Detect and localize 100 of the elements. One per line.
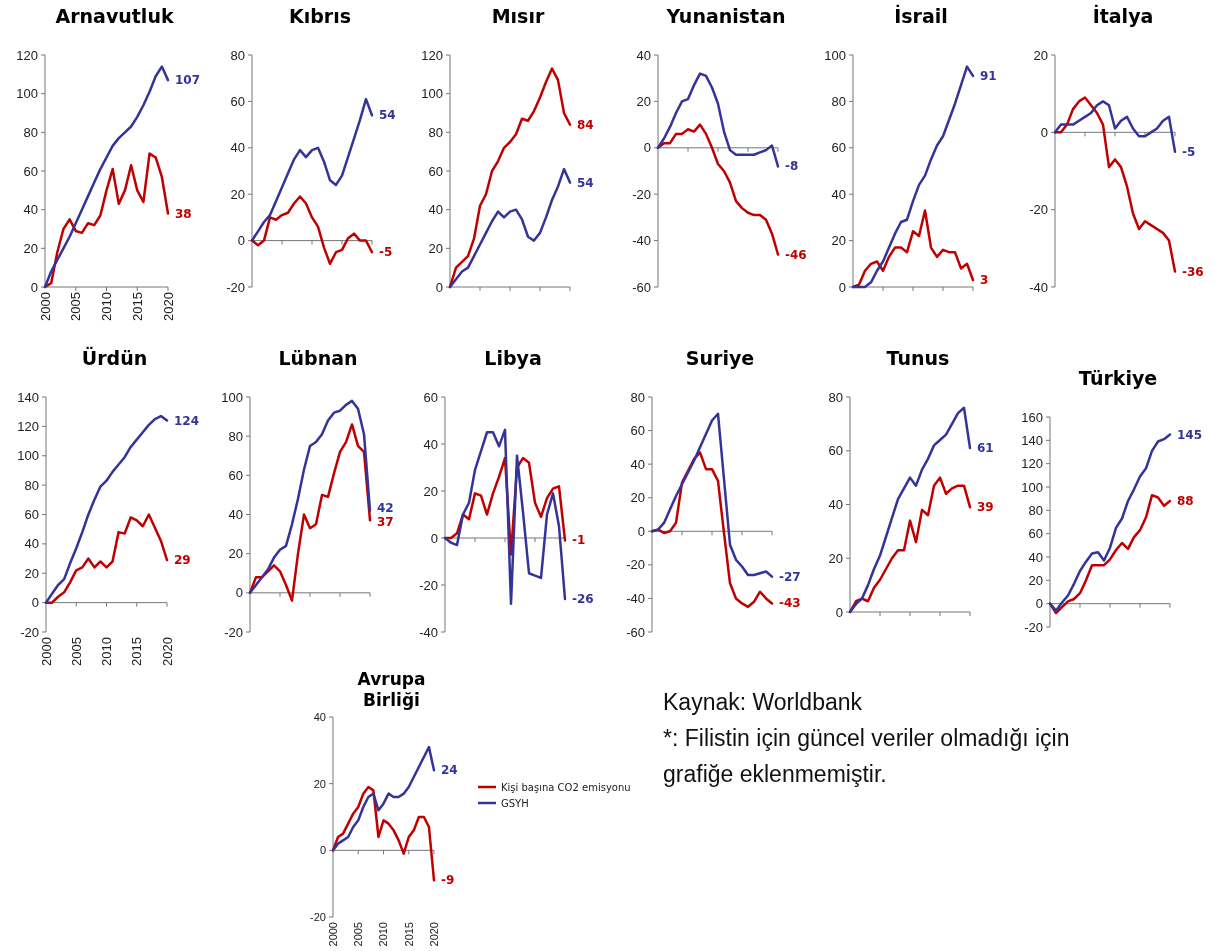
y-tick-label: 120 bbox=[17, 418, 39, 434]
y-tick-label: 60 bbox=[1028, 526, 1043, 542]
line-series bbox=[1048, 433, 1172, 612]
y-tick-label: 60 bbox=[230, 93, 245, 109]
line-series bbox=[331, 745, 436, 852]
x-tick-label: 2015 bbox=[402, 922, 415, 947]
y-tick-label: 20 bbox=[428, 240, 443, 256]
chart-title: Mısır bbox=[491, 5, 545, 27]
y-tick-label: 80 bbox=[831, 93, 846, 109]
y-tick-label: 20 bbox=[423, 483, 438, 499]
y-tick-label: 100 bbox=[17, 448, 39, 464]
y-tick-label: -40 bbox=[419, 624, 438, 640]
y-tick-label: 100 bbox=[421, 86, 443, 102]
y-tick-label: 20 bbox=[1028, 572, 1043, 588]
data-label: 3 bbox=[980, 273, 989, 288]
chart-title: Kıbrıs bbox=[288, 5, 352, 27]
y-tick-label: 100 bbox=[16, 86, 38, 102]
data-label: -5 bbox=[379, 245, 393, 260]
data-label: -43 bbox=[779, 596, 801, 611]
y-tick-label: -20 bbox=[419, 577, 438, 593]
y-tick-label: 0 bbox=[430, 530, 438, 546]
y-tick-label: 0 bbox=[237, 233, 245, 249]
data-label: -1 bbox=[572, 533, 586, 548]
y-tick-label: 120 bbox=[1021, 456, 1043, 472]
data-label: 91 bbox=[980, 68, 997, 83]
y-tick-label: 80 bbox=[1028, 502, 1043, 518]
y-tick-label: 40 bbox=[828, 497, 843, 513]
y-tick-label: 100 bbox=[824, 47, 846, 63]
y-tick-label: 140 bbox=[17, 389, 39, 405]
x-tick-label: 2005 bbox=[68, 637, 84, 666]
y-tick-label: 20 bbox=[630, 490, 645, 506]
y-tick-label: 40 bbox=[23, 202, 38, 218]
chart-title: Suriye bbox=[685, 347, 755, 369]
chart-title: Türkiye bbox=[1078, 367, 1158, 389]
y-tick-label: 20 bbox=[24, 565, 39, 581]
y-tick-label: -40 bbox=[626, 590, 645, 606]
data-label: 39 bbox=[977, 500, 994, 515]
y-tick-label: -40 bbox=[1029, 279, 1048, 295]
data-label: 84 bbox=[577, 117, 594, 132]
y-tick-label: 0 bbox=[643, 140, 651, 156]
y-tick-label: 40 bbox=[313, 710, 326, 723]
legend-label: GSYH bbox=[501, 797, 529, 809]
data-label: -8 bbox=[785, 159, 799, 174]
y-tick-label: -60 bbox=[626, 624, 645, 640]
x-tick-label: 2015 bbox=[129, 292, 145, 321]
y-tick-label: 0 bbox=[31, 595, 39, 611]
y-tick-label: 0 bbox=[835, 604, 843, 620]
x-tick-label: 2010 bbox=[99, 292, 115, 321]
y-tick-label: 80 bbox=[428, 124, 443, 140]
y-tick-label: 0 bbox=[1040, 124, 1048, 140]
line-series bbox=[443, 428, 567, 606]
y-tick-label: 0 bbox=[637, 523, 645, 539]
y-tick-label: 0 bbox=[235, 585, 243, 601]
chart-title: Avrupa Birliği bbox=[357, 669, 426, 710]
y-tick-label: -40 bbox=[632, 233, 651, 249]
y-tick-label: 0 bbox=[1035, 596, 1043, 612]
line-series bbox=[1053, 96, 1177, 273]
y-tick-label: 0 bbox=[319, 844, 326, 857]
line-series bbox=[656, 72, 780, 168]
y-tick-label: 20 bbox=[1033, 47, 1048, 63]
y-tick-label: 80 bbox=[828, 389, 843, 405]
data-label: 54 bbox=[577, 175, 594, 190]
y-tick-label: -20 bbox=[632, 186, 651, 202]
chart-title: Yunanistan bbox=[665, 5, 786, 27]
y-tick-label: 40 bbox=[831, 186, 846, 202]
data-label: -46 bbox=[785, 247, 807, 262]
data-label: 61 bbox=[977, 441, 994, 456]
line-series bbox=[1048, 493, 1172, 615]
y-tick-label: 100 bbox=[1021, 479, 1043, 495]
y-tick-label: -20 bbox=[224, 624, 243, 640]
y-tick-label: -20 bbox=[1029, 202, 1048, 218]
data-label: -5 bbox=[1182, 144, 1196, 159]
y-tick-label: 120 bbox=[16, 47, 38, 63]
x-tick-label: 2000 bbox=[326, 922, 339, 947]
data-label: -36 bbox=[1182, 264, 1204, 279]
line-series bbox=[1053, 100, 1177, 153]
data-label: 29 bbox=[174, 553, 191, 568]
y-tick-label: -60 bbox=[632, 279, 651, 295]
y-tick-label: -20 bbox=[1024, 619, 1043, 635]
data-label: 88 bbox=[1177, 494, 1194, 508]
data-label: -26 bbox=[572, 592, 594, 607]
y-tick-label: 80 bbox=[630, 389, 645, 405]
chart-title: Ürdün bbox=[81, 346, 148, 369]
data-label: 42 bbox=[377, 501, 394, 516]
x-tick-label: 2015 bbox=[129, 637, 145, 666]
data-label: -9 bbox=[441, 873, 455, 888]
chart-title: Lübnan bbox=[278, 347, 358, 369]
y-tick-label: 0 bbox=[435, 279, 443, 295]
data-label: -27 bbox=[779, 569, 801, 584]
x-tick-label: 2000 bbox=[38, 637, 54, 666]
line-series bbox=[250, 97, 374, 242]
line-series bbox=[650, 412, 774, 578]
y-tick-label: 40 bbox=[630, 456, 645, 472]
chart-title: İtalya bbox=[1092, 4, 1154, 27]
y-tick-label: 40 bbox=[230, 140, 245, 156]
y-tick-label: 20 bbox=[313, 777, 326, 790]
y-tick-label: 160 bbox=[1021, 409, 1043, 425]
line-series bbox=[44, 414, 169, 604]
y-tick-label: 20 bbox=[228, 546, 243, 562]
y-tick-label: 60 bbox=[228, 467, 243, 483]
